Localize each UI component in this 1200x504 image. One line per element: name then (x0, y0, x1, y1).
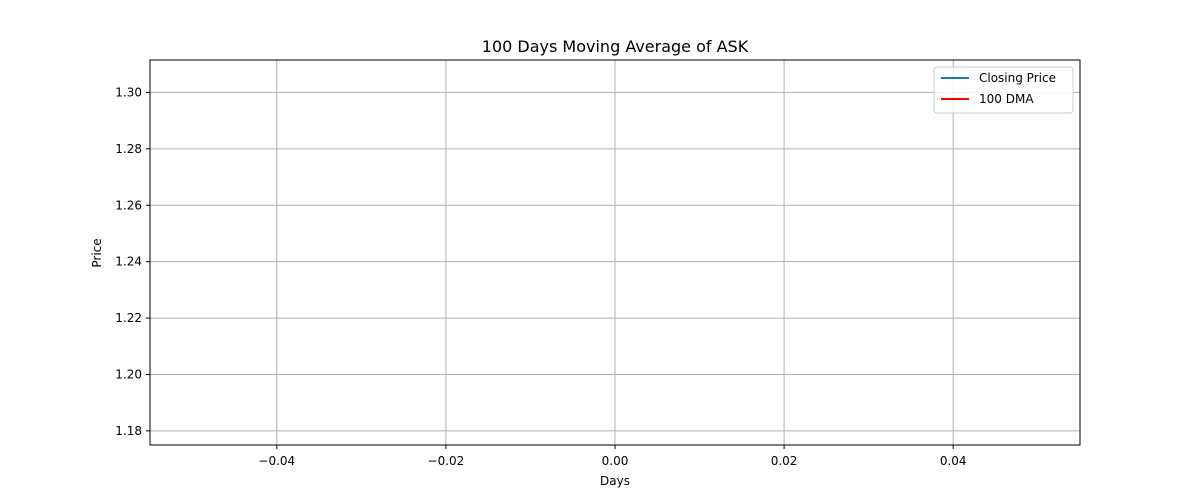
x-tick-label: 0.02 (771, 454, 798, 468)
y-tick-label: 1.26 (115, 198, 142, 212)
chart-title: 100 Days Moving Average of ASK (482, 37, 749, 56)
tick-layer: −0.04 −0.02 0.00 0.02 0.04 1.18 1.20 1.22 1.24 1.… (115, 85, 966, 468)
legend-label-closing-price: Closing Price (979, 71, 1056, 85)
y-tick-label: 1.24 (115, 255, 142, 269)
y-tick-label: 1.22 (115, 311, 142, 325)
x-tick-label: −0.04 (258, 454, 295, 468)
legend: Closing Price 100 DMA (933, 66, 1074, 114)
x-tick-label: −0.02 (428, 454, 465, 468)
x-axis-label: Days (600, 474, 630, 488)
grid-layer (150, 60, 1080, 445)
y-tick-label: 1.20 (115, 367, 142, 381)
y-tick-label: 1.28 (115, 142, 142, 156)
y-tick-label: 1.18 (115, 424, 142, 438)
x-tick-label: 0.04 (940, 454, 967, 468)
x-tick-label: 0.00 (602, 454, 629, 468)
y-tick-label: 1.30 (115, 85, 142, 99)
legend-label-100-dma: 100 DMA (979, 92, 1034, 106)
y-axis-label: Price (90, 238, 104, 267)
